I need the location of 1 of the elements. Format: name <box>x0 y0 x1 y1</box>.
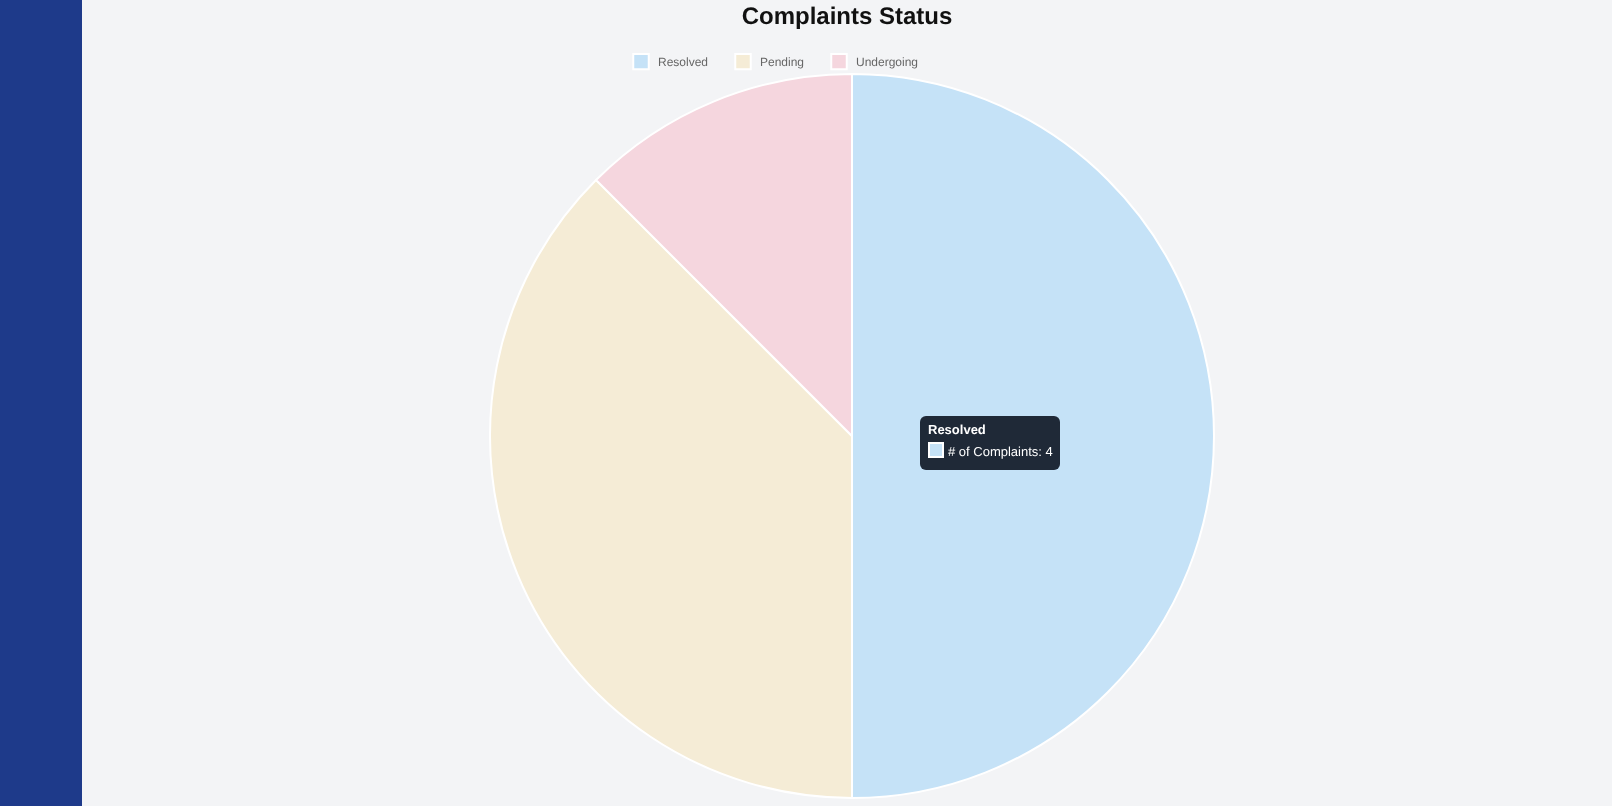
chart-title: Complaints Status <box>741 2 953 30</box>
